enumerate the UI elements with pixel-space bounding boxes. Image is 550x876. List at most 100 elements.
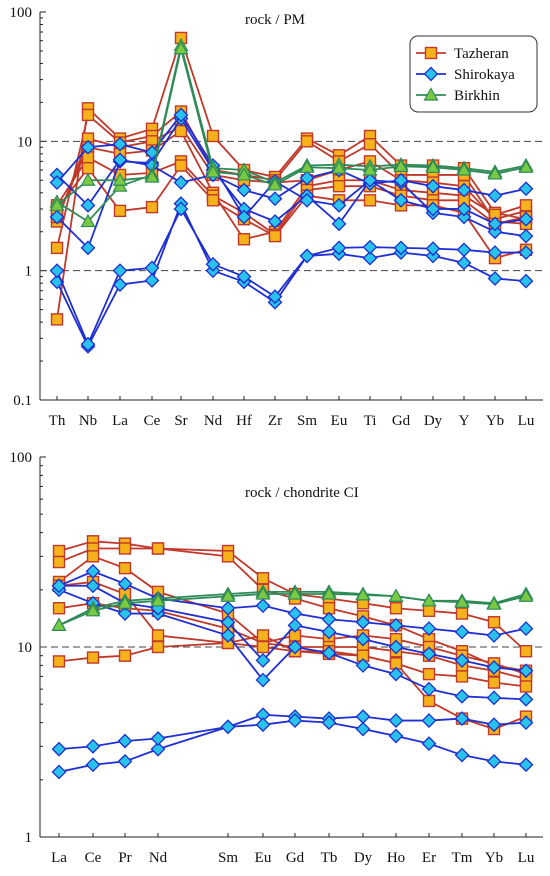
tazheran-point xyxy=(174,159,188,172)
birkhin-series-line xyxy=(56,45,527,223)
shirokaya-point xyxy=(518,691,534,707)
shirokaya-point xyxy=(287,617,303,633)
shirokaya-series-line xyxy=(56,201,527,349)
shirokaya-point xyxy=(518,273,534,289)
shirokaya-point xyxy=(486,753,502,769)
birkhin-point xyxy=(355,587,371,601)
shirokaya-series xyxy=(51,707,534,780)
tazheran-point xyxy=(86,651,100,664)
shirokaya-point xyxy=(144,260,160,276)
shirokaya-point xyxy=(518,715,534,731)
shirokaya-series xyxy=(49,201,534,352)
y-tick-label: 0.1 xyxy=(13,393,32,409)
shirokaya-point xyxy=(388,617,404,633)
shirokaya-point xyxy=(454,711,470,727)
x-tick-label: Sr xyxy=(174,413,187,429)
shirokaya-series-line xyxy=(56,113,527,225)
shirokaya-point xyxy=(267,214,283,229)
tazheran-point xyxy=(118,561,132,575)
legend-entry-shirokaya: Shirokaya xyxy=(416,66,515,83)
x-tick-label: Dy xyxy=(424,413,443,429)
birkhin-series xyxy=(49,41,534,211)
x-tick-label: Th xyxy=(49,413,66,429)
shirokaya-point xyxy=(51,741,67,757)
birkhin-point xyxy=(112,172,128,186)
x-tick-label: Ho xyxy=(387,850,405,866)
x-tick-label: Zr xyxy=(268,413,282,429)
birkhin-point xyxy=(80,172,96,186)
shirokaya-point xyxy=(456,255,472,271)
legend-entry-tazheran: Tazheran xyxy=(416,46,509,62)
birkhin-point xyxy=(518,159,534,173)
tazheran-point xyxy=(221,550,235,563)
tazheran-point xyxy=(118,649,132,662)
shirokaya-point xyxy=(421,621,437,637)
shirokaya-point xyxy=(518,211,534,227)
shirokaya-point xyxy=(321,624,337,640)
shirokaya-point xyxy=(205,256,221,272)
shirokaya-point xyxy=(117,576,133,592)
birkhin-point xyxy=(255,586,271,600)
shirokaya-point xyxy=(487,245,503,260)
shirokaya-point xyxy=(255,717,271,733)
shirokaya-point xyxy=(393,172,409,188)
x-tick-label: Sm xyxy=(218,850,238,866)
shirokaya-point xyxy=(85,578,101,594)
tazheran-point xyxy=(50,313,64,326)
shirokaya-point xyxy=(454,747,470,763)
shirokaya-point xyxy=(362,172,378,188)
x-tick-label: Ti xyxy=(364,413,377,429)
shirokaya-point xyxy=(486,690,502,706)
x-tick-label: Y xyxy=(459,413,470,429)
shirokaya-point xyxy=(355,709,371,725)
shirokaya-point xyxy=(49,209,65,225)
birkhin-point xyxy=(205,164,221,178)
x-tick-label: Nd xyxy=(149,850,168,866)
shirokaya-point xyxy=(173,107,189,123)
x-tick-label: Ce xyxy=(144,413,161,429)
x-tick-label: Lu xyxy=(518,413,535,429)
birkhin-point xyxy=(486,596,502,610)
shirokaya-point xyxy=(80,197,96,213)
shirokaya-point xyxy=(425,178,441,194)
shirokaya-point xyxy=(51,764,67,780)
shirokaya-point xyxy=(49,263,65,279)
shirokaya-point xyxy=(321,715,337,731)
tazheran-point xyxy=(118,542,132,555)
shirokaya-point xyxy=(49,175,65,190)
shirokaya-point xyxy=(287,713,303,728)
tazheran-series-line xyxy=(56,125,527,222)
birkhin-point xyxy=(49,197,65,211)
tazheran-point xyxy=(519,199,533,212)
x-tick-label: Eu xyxy=(331,413,348,429)
shirokaya-point xyxy=(355,614,371,630)
tazheran-point xyxy=(422,667,436,681)
legend: Tazheran Shirokaya Birkhin xyxy=(409,35,538,113)
birkhin-series-line xyxy=(56,48,527,207)
shirokaya-point xyxy=(85,757,101,773)
tazheran-point xyxy=(455,670,469,683)
shirokaya-point xyxy=(454,624,470,640)
shirokaya-point xyxy=(486,717,502,733)
tazheran-point xyxy=(389,602,403,615)
x-tick-label: Nd xyxy=(204,413,223,429)
birkhin-point xyxy=(321,586,337,600)
tazheran-point xyxy=(52,544,66,558)
shirokaya-point xyxy=(456,182,472,198)
shirokaya-point xyxy=(393,240,409,256)
shirokaya-point xyxy=(355,657,371,673)
tazheran-point xyxy=(256,629,270,642)
birkhin-point xyxy=(299,159,315,173)
x-tick-label: Dy xyxy=(354,850,373,866)
shirokaya-point xyxy=(421,736,437,752)
shirokaya-point xyxy=(267,289,283,305)
x-tick-label: Gd xyxy=(392,413,411,429)
birkhin-point xyxy=(85,603,101,617)
tazheran-point xyxy=(363,138,377,151)
birkhin-point xyxy=(393,158,409,173)
shirokaya-point xyxy=(456,209,472,225)
tazheran-point xyxy=(256,640,270,654)
tazheran-point xyxy=(256,572,270,585)
shirokaya-point xyxy=(518,663,534,679)
shirokaya-point xyxy=(173,175,189,190)
